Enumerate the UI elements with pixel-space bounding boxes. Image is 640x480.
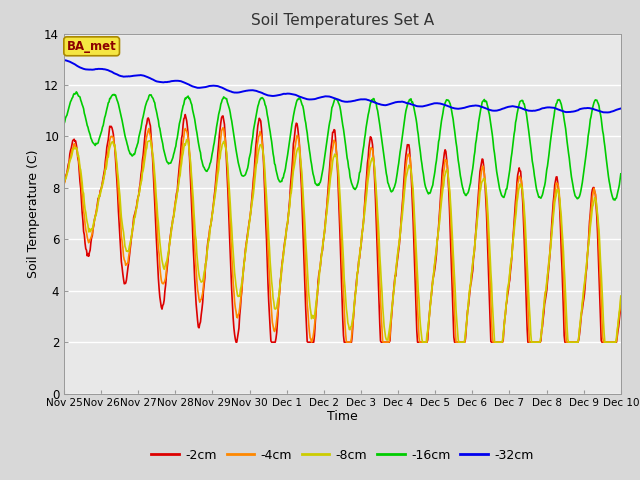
-32cm: [126, 74, 134, 80]
-4cm: [60, 181, 68, 187]
-4cm: [219, 125, 227, 131]
Text: BA_met: BA_met: [67, 40, 116, 53]
-8cm: [183, 137, 191, 143]
-32cm: [61, 57, 68, 63]
-8cm: [228, 238, 236, 243]
-8cm: [60, 180, 68, 186]
-8cm: [256, 142, 264, 148]
-16cm: [60, 121, 68, 127]
-4cm: [228, 264, 236, 270]
-2cm: [278, 263, 285, 269]
Line: -32cm: -32cm: [64, 60, 621, 114]
-16cm: [401, 117, 408, 122]
-16cm: [277, 179, 285, 184]
-8cm: [401, 189, 408, 195]
-8cm: [419, 339, 426, 345]
-2cm: [181, 112, 189, 118]
-16cm: [611, 197, 619, 203]
Title: Soil Temperatures Set A: Soil Temperatures Set A: [251, 13, 434, 28]
-8cm: [277, 271, 285, 276]
-32cm: [432, 100, 440, 106]
-16cm: [432, 162, 440, 168]
-32cm: [617, 108, 625, 113]
-2cm: [433, 252, 440, 257]
-4cm: [433, 245, 440, 251]
-32cm: [256, 91, 264, 96]
-2cm: [401, 160, 409, 166]
-32cm: [60, 57, 68, 63]
-4cm: [125, 251, 133, 256]
-8cm: [433, 248, 440, 253]
-2cm: [60, 178, 68, 184]
-2cm: [617, 306, 625, 312]
-4cm: [277, 276, 285, 282]
-16cm: [72, 89, 80, 95]
-4cm: [401, 171, 409, 177]
-32cm: [277, 94, 285, 99]
-2cm: [232, 339, 240, 345]
Line: -4cm: -4cm: [64, 128, 621, 342]
-16cm: [617, 171, 625, 177]
-4cm: [308, 339, 316, 345]
-8cm: [125, 243, 133, 249]
-2cm: [125, 253, 133, 259]
-4cm: [256, 129, 264, 134]
-8cm: [617, 293, 625, 299]
-2cm: [228, 301, 236, 307]
Legend: -2cm, -4cm, -8cm, -16cm, -32cm: -2cm, -4cm, -8cm, -16cm, -32cm: [147, 444, 538, 467]
X-axis label: Time: Time: [327, 410, 358, 423]
Y-axis label: Soil Temperature (C): Soil Temperature (C): [27, 149, 40, 278]
-16cm: [126, 151, 134, 156]
Line: -16cm: -16cm: [64, 92, 621, 200]
Line: -2cm: -2cm: [64, 115, 621, 342]
-32cm: [401, 100, 408, 106]
-32cm: [601, 111, 609, 117]
-16cm: [256, 96, 264, 102]
-16cm: [228, 123, 236, 129]
-2cm: [257, 118, 264, 124]
Line: -8cm: -8cm: [64, 140, 621, 342]
-4cm: [617, 297, 625, 302]
-32cm: [228, 91, 236, 96]
